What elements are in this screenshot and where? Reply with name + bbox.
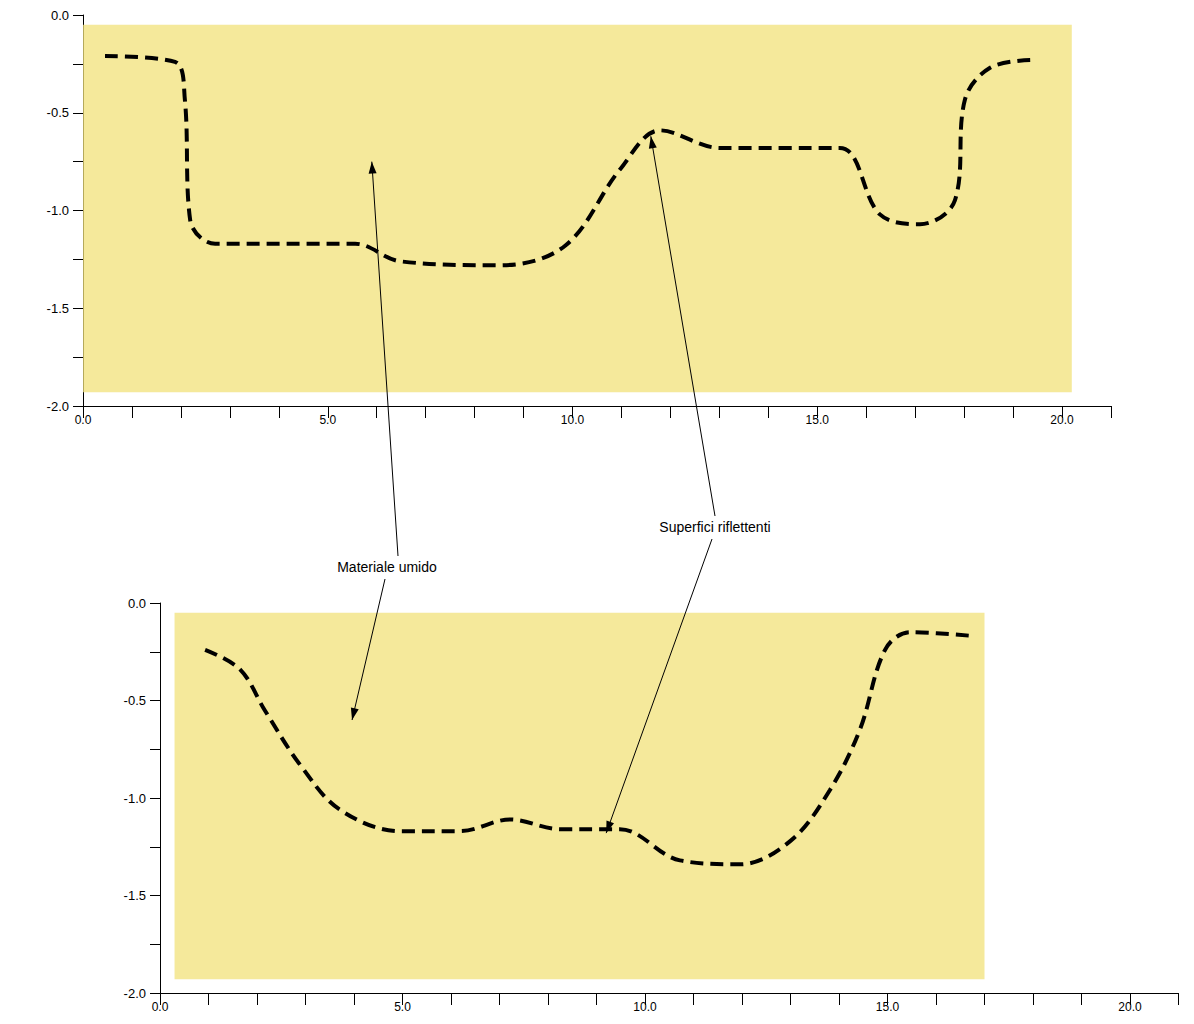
svg-text:5.0: 5.0 xyxy=(394,1000,411,1014)
svg-text:-0.5: -0.5 xyxy=(47,105,69,120)
svg-text:0.0: 0.0 xyxy=(152,1000,169,1014)
svg-text:-2.0: -2.0 xyxy=(124,986,146,1001)
svg-text:20.0: 20.0 xyxy=(1118,1000,1142,1014)
svg-text:0.0: 0.0 xyxy=(75,413,92,427)
svg-text:-2.0: -2.0 xyxy=(47,399,69,414)
svg-text:-1.0: -1.0 xyxy=(124,791,146,806)
svg-text:-0.5: -0.5 xyxy=(124,693,146,708)
svg-text:5.0: 5.0 xyxy=(319,413,336,427)
svg-text:0.0: 0.0 xyxy=(51,8,69,23)
svg-text:-1.0: -1.0 xyxy=(47,203,69,218)
svg-text:-1.5: -1.5 xyxy=(124,888,146,903)
svg-text:Superfici riflettenti: Superfici riflettenti xyxy=(659,519,770,535)
svg-text:-1.5: -1.5 xyxy=(47,301,69,316)
svg-text:15.0: 15.0 xyxy=(806,413,830,427)
svg-text:10.0: 10.0 xyxy=(561,413,585,427)
svg-text:15.0: 15.0 xyxy=(876,1000,900,1014)
svg-text:0.0: 0.0 xyxy=(128,596,146,611)
svg-text:Materiale umido: Materiale umido xyxy=(337,559,437,575)
svg-text:10.0: 10.0 xyxy=(633,1000,657,1014)
svg-text:20.0: 20.0 xyxy=(1050,413,1074,427)
